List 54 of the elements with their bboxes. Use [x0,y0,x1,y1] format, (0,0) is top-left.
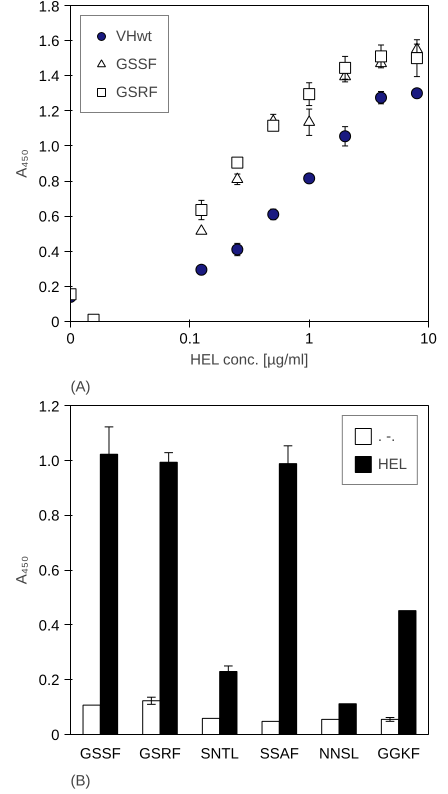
point [303,115,316,126]
y-tick-label: 0.4 [38,244,60,261]
x-tick-label: 10 [420,330,437,348]
point [303,172,316,184]
y-tick-label: 0.2 [38,278,60,296]
x-axis-title: HEL conc. [µg/ml] [190,352,308,368]
y-tick-label: 0.6 [38,562,60,580]
point [267,208,280,220]
x-tick-label: 1 [304,330,314,348]
y-tick-label: 1.6 [38,33,60,50]
legend-label: GSSF [116,56,157,72]
point [375,92,388,104]
legend-label: GSRF [116,84,158,100]
y-axis-title: A₄₅₀ [14,556,31,584]
legend-label: . -. [378,428,396,444]
point [195,204,208,216]
x-tick-label: SNTL [200,746,239,762]
y-tick-label: 0.4 [38,617,60,634]
y-tick-label: 0 [51,314,60,331]
y-axis-title: A₄₅₀ [14,149,31,178]
y-tick-label: 0 [51,727,60,744]
point [267,120,280,132]
point [195,264,208,276]
y-tick-label: 1.4 [38,68,60,86]
point [410,52,423,64]
y-tick-label: 1.0 [38,452,60,470]
point [303,88,316,100]
x-tick-label: GSSF [80,746,121,762]
point [375,50,388,62]
point [231,156,244,169]
x-tick-label: GSRF [139,746,181,762]
y-tick-label: 0.8 [38,174,60,191]
point [339,130,352,142]
y-tick-label: 1.8 [38,0,60,16]
x-tick-label: SSAF [260,746,299,762]
y-tick-label: 0.6 [38,208,60,226]
legend-label: VHwt [116,28,152,44]
y-tick-label: 1.2 [38,103,60,120]
point [410,87,423,100]
x-tick-label: NNSL [318,746,360,762]
text: (A) [70,378,90,396]
point [231,172,244,183]
y-tick-label: 1.2 [38,398,60,416]
legend-label: HEL [378,456,407,472]
point [339,62,352,74]
x-tick-label: GGKF [377,746,420,762]
text: (B) [70,772,90,790]
point [195,224,208,235]
x-tick-label: 0 [66,330,75,348]
point [231,244,244,256]
x-tick-label: 0.1 [179,330,200,348]
y-tick-label: 1.0 [38,138,60,156]
y-tick-label: 0.2 [38,672,60,690]
y-tick-label: 0.8 [38,508,60,525]
